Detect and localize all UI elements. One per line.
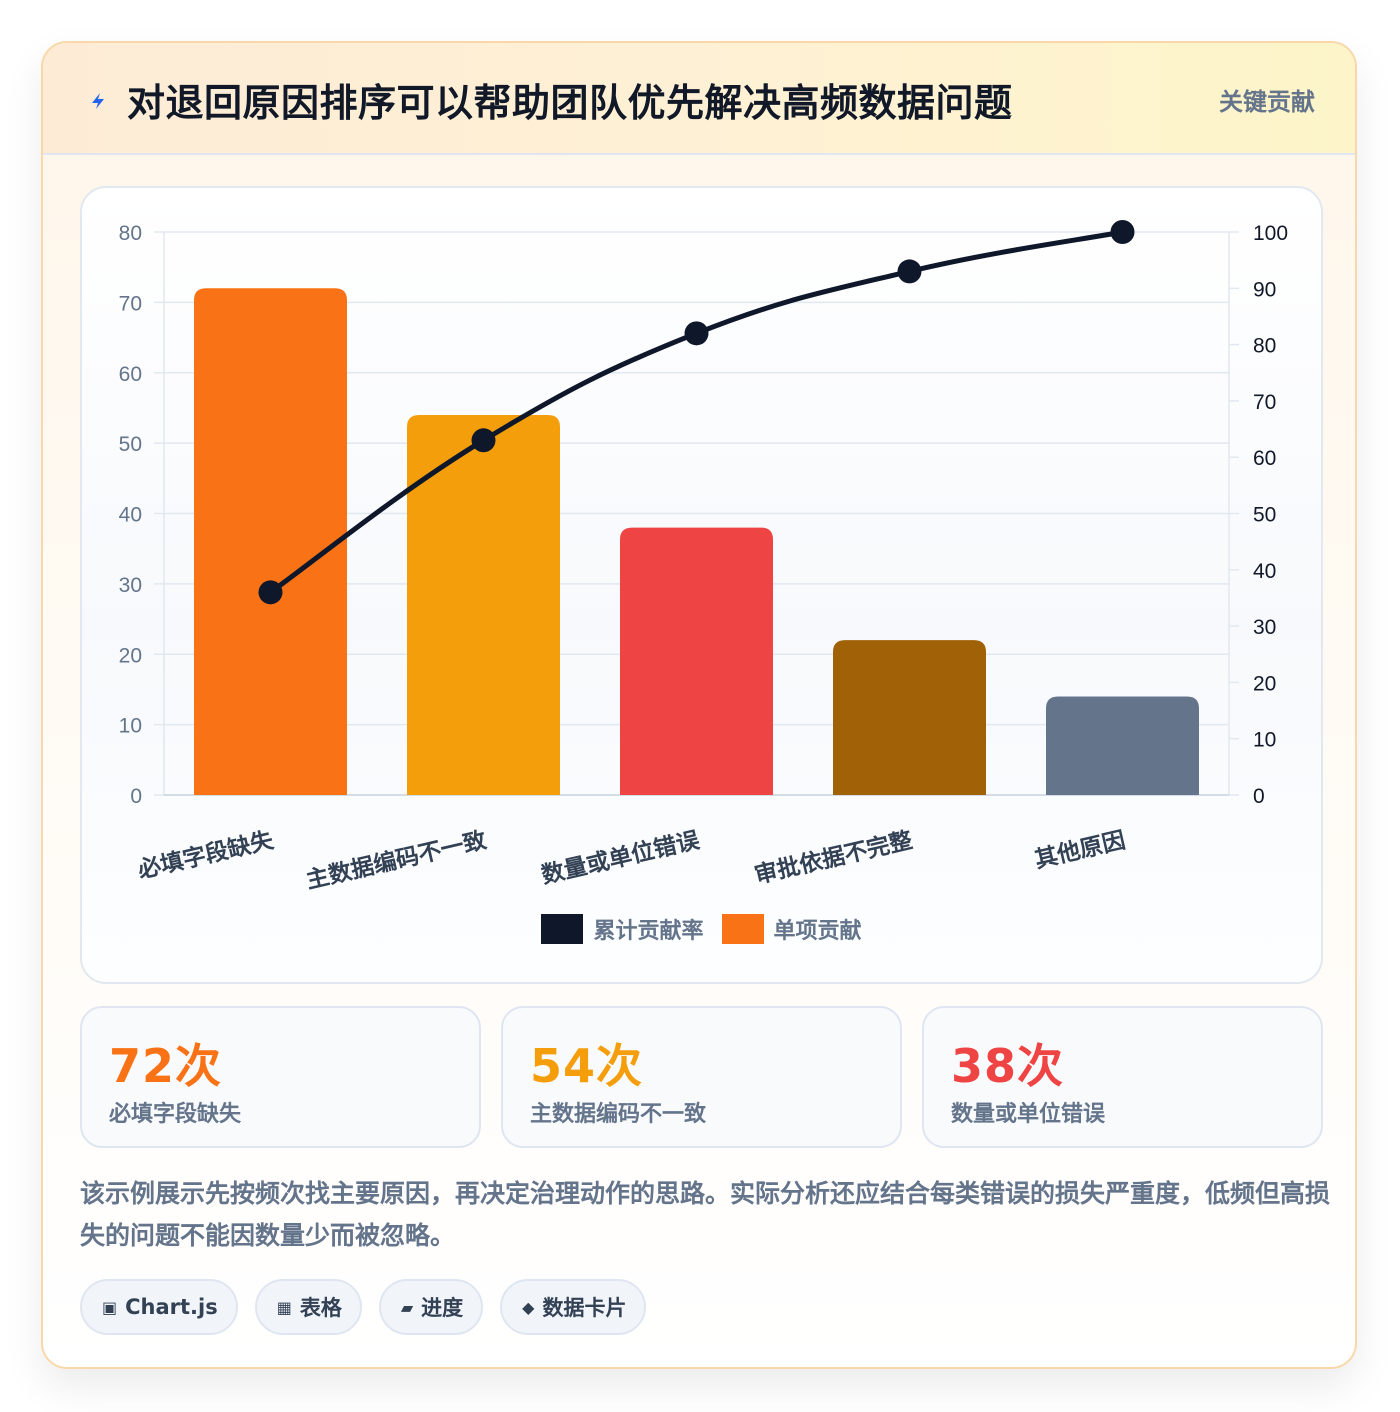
y-left-tick-label: 80 [119, 222, 142, 245]
stat-cards: 72次 必填字段缺失 54次 主数据编码不一致 38次 数量或单位错误 [80, 1006, 1323, 1148]
legend-swatch-cumulative [541, 914, 584, 944]
line-point [258, 580, 283, 605]
y-left-tick-label: 0 [130, 785, 142, 808]
lightning-icon [92, 93, 104, 109]
header-tag: 关键贡献 [1219, 88, 1315, 116]
stat-label: 必填字段缺失 [109, 1102, 242, 1127]
legend-swatch-single [721, 914, 764, 944]
y-right-tick-label: 70 [1253, 391, 1276, 414]
stat-label: 主数据编码不一致 [530, 1102, 707, 1127]
y-right-tick-label: 60 [1253, 447, 1276, 470]
bar [620, 527, 773, 795]
line-point [684, 321, 709, 346]
y-left-tick-label: 50 [119, 433, 142, 456]
x-tick-label: 审批依据不完整 [752, 827, 915, 890]
y-right-tick-label: 40 [1253, 560, 1276, 583]
y-right-tick-label: 30 [1253, 616, 1276, 639]
chip-data-card[interactable]: ◆ 数据卡片 [500, 1279, 647, 1335]
table-icon: ▦ [276, 1297, 292, 1317]
y-right-tick-label: 50 [1253, 504, 1276, 527]
bar [1046, 696, 1199, 795]
chip-table[interactable]: ▦ 表格 [254, 1279, 362, 1335]
description-text: 该示例展示先按频次找主要原因，再决定治理动作的思路。实际分析还应结合每类错误的损… [80, 1179, 1331, 1250]
stat-card: 38次 数量或单位错误 [922, 1006, 1323, 1148]
stat-label: 数量或单位错误 [951, 1102, 1106, 1127]
y-left-tick-label: 30 [119, 574, 142, 597]
legend-label-cumulative: 累计贡献率 [593, 919, 704, 944]
y-left-tick-label: 10 [119, 715, 142, 738]
line-point [1110, 220, 1135, 244]
y-right-tick-label: 80 [1253, 335, 1276, 358]
pareto-chart: 0 10 20 30 40 50 60 70 80 0 10 20 30 40 50 60 70 80 90 100 必… [119, 220, 1288, 894]
line-point [471, 428, 496, 453]
x-tick-label: 主数据编码不一致 [303, 826, 489, 894]
chip-label: Chart.js [125, 1295, 218, 1319]
bar [194, 288, 347, 795]
stat-value: 38次 [951, 1039, 1065, 1093]
y-right-tick-label: 100 [1253, 222, 1288, 245]
chart-icon: ▣ [102, 1297, 118, 1317]
y-right-tick-label: 90 [1253, 278, 1276, 301]
legend-item-single[interactable]: 单项贡献 [721, 913, 862, 945]
stat-card: 54次 主数据编码不一致 [501, 1006, 902, 1148]
card-header: 对退回原因排序可以帮助团队优先解决高频数据问题 关键贡献 [43, 43, 1355, 155]
report-card: 对退回原因排序可以帮助团队优先解决高频数据问题 关键贡献 0 10 20 30 40 50… [41, 41, 1357, 1369]
line-point [897, 259, 922, 284]
y-right-tick-label: 10 [1253, 729, 1276, 752]
x-tick-label: 数量或单位错误 [539, 826, 703, 889]
y-right-tick-label: 20 [1253, 672, 1276, 695]
x-tick-label: 其他原因 [1032, 828, 1127, 874]
chip-progress[interactable]: ▰ 进度 [378, 1279, 484, 1335]
y-left-tick-label: 40 [119, 504, 142, 527]
card-icon: ◆ [522, 1297, 535, 1317]
legend-label-single: 单项贡献 [773, 919, 862, 944]
stat-value: 54次 [530, 1039, 644, 1093]
y-left-tick-label: 20 [119, 644, 142, 667]
chart-panel: 0 10 20 30 40 50 60 70 80 0 10 20 30 40 50 60 70 80 90 100 必… [80, 186, 1323, 984]
bar [833, 640, 986, 795]
y-left-tick-label: 60 [119, 363, 142, 386]
x-tick-label: 必填字段缺失 [135, 826, 277, 884]
chip-label: 表格 [299, 1296, 342, 1320]
y-left-tick-label: 70 [119, 292, 142, 315]
progress-icon: ▰ [400, 1297, 414, 1317]
chart-legend: 累计贡献率 单项贡献 [82, 911, 1321, 947]
page-title: 对退回原因排序可以帮助团队优先解决高频数据问题 [127, 81, 1013, 125]
bar [407, 414, 560, 795]
stat-card: 72次 必填字段缺失 [80, 1006, 481, 1148]
chip-chartjs[interactable]: ▣ Chart.js [80, 1279, 238, 1335]
y-right-tick-label: 0 [1253, 785, 1265, 808]
tech-chips: ▣ Chart.js ▦ 表格 ▰ 进度 ◆ 数据卡片 [80, 1279, 647, 1335]
stat-value: 72次 [109, 1039, 223, 1093]
legend-item-cumulative[interactable]: 累计贡献率 [541, 913, 704, 945]
chip-label: 进度 [421, 1296, 464, 1320]
chip-label: 数据卡片 [542, 1296, 627, 1320]
